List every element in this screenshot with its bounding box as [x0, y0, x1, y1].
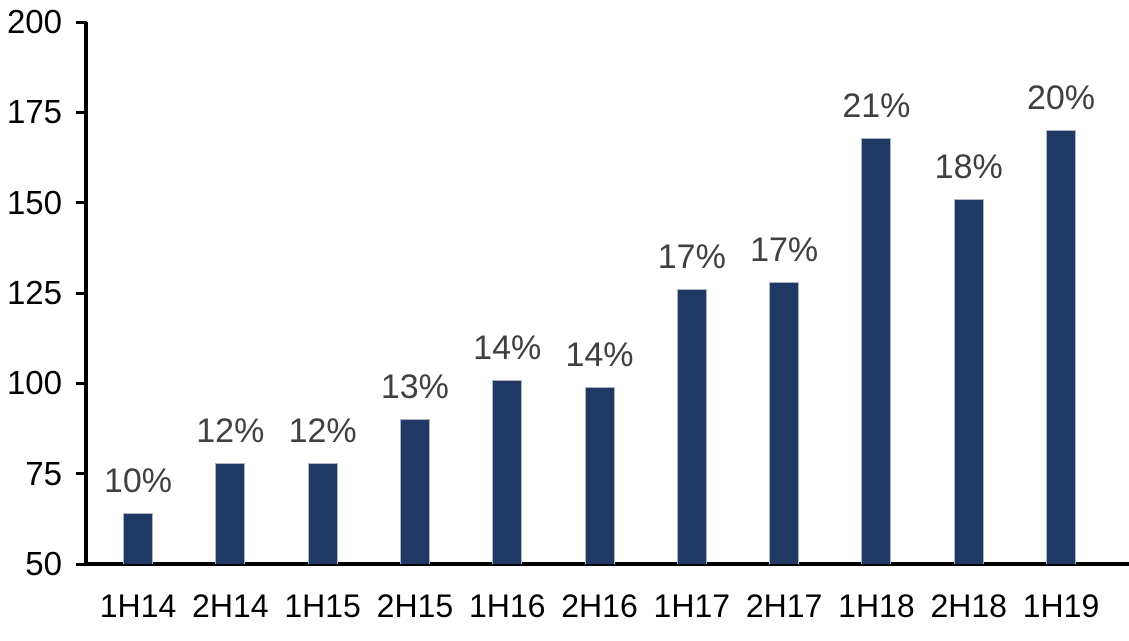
y-tick-label-50: 50 [25, 545, 62, 582]
y-tick-label-125: 125 [6, 274, 62, 311]
y-tick-label-100: 100 [6, 364, 62, 402]
bar-2h17 [769, 282, 800, 564]
bar-2h16 [584, 386, 615, 564]
y-tick-mark [76, 110, 87, 114]
bar-value-label-1h16: 14% [473, 328, 542, 367]
y-tick-mark [76, 562, 87, 566]
bar-value-label-1h18: 21% [842, 86, 911, 125]
x-tick-label-1h17: 1H17 [653, 588, 731, 624]
y-tick-label-75: 75 [25, 454, 62, 492]
bar-value-label-2h16: 14% [565, 335, 634, 374]
bar-1h19 [1046, 130, 1076, 564]
x-tick-label-1h18: 1H18 [838, 588, 915, 624]
bar-2h15 [399, 419, 430, 564]
bar-1h16 [492, 379, 523, 564]
y-tick-mark [76, 20, 87, 24]
bar-value-label-2h15: 13% [380, 368, 449, 407]
y-tick-label-200: 200 [6, 3, 62, 40]
y-tick-label-175: 175 [6, 93, 62, 131]
x-tick-label-1h14: 1H14 [99, 588, 177, 624]
bar-value-label-2h18: 18% [934, 148, 1003, 187]
x-tick-label-1h15: 1H15 [284, 588, 361, 624]
bar-value-label-1h14: 10% [103, 462, 173, 501]
y-tick-mark [76, 291, 87, 295]
bar-1h17 [676, 289, 707, 564]
x-tick-label-1h19: 1H19 [1022, 588, 1100, 624]
bar-2h14 [215, 462, 246, 564]
x-tick-label-2h15: 2H15 [376, 588, 454, 624]
bar-value-label-1h17: 17% [657, 238, 726, 277]
y-axis-line [84, 22, 88, 566]
y-tick-mark [76, 381, 87, 385]
bar-1h14 [123, 513, 153, 564]
y-tick-label-150: 150 [6, 183, 62, 221]
y-tick-mark [76, 201, 87, 205]
x-tick-label-2h16: 2H16 [561, 588, 638, 624]
y-tick-mark [76, 472, 87, 476]
x-tick-label-2h17: 2H17 [745, 588, 823, 624]
x-tick-label-2h14: 2H14 [192, 588, 269, 624]
bar-value-label-1h19: 20% [1026, 79, 1096, 118]
x-axis-line [84, 562, 1129, 566]
bar-1h15 [307, 462, 338, 564]
bar-value-label-2h17: 17% [750, 231, 819, 270]
bar-value-label-1h15: 12% [288, 411, 357, 450]
bar-1h18 [861, 137, 892, 564]
x-tick-label-1h16: 1H16 [468, 588, 546, 624]
bar-value-label-2h14: 12% [196, 411, 265, 450]
x-tick-label-2h18: 2H18 [930, 588, 1007, 624]
bar-2h18 [953, 199, 984, 564]
